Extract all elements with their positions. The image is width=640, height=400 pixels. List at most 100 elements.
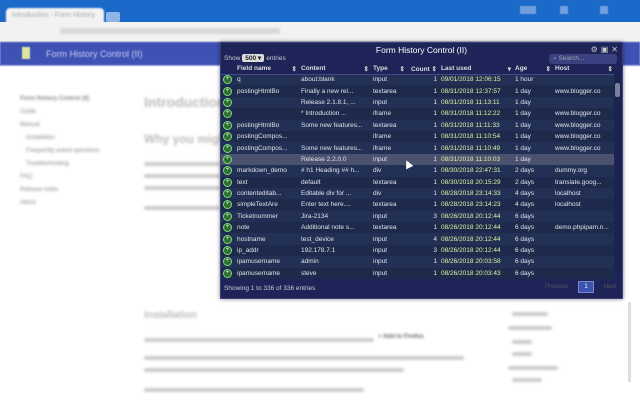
row-icon-cell[interactable]: + bbox=[221, 176, 235, 188]
cell-age: 1 day bbox=[513, 119, 553, 131]
sidebar-item[interactable]: Frequently asked questions bbox=[26, 148, 100, 154]
row-icon-cell[interactable]: + bbox=[221, 222, 235, 234]
plus-circle-icon[interactable]: + bbox=[223, 75, 232, 85]
col-age[interactable]: Age ⇕ bbox=[513, 64, 553, 75]
row-icon-cell[interactable]: + bbox=[221, 233, 235, 245]
row-icon-cell[interactable]: + bbox=[221, 108, 235, 120]
url-text[interactable] bbox=[60, 28, 280, 34]
plus-circle-icon[interactable]: + bbox=[223, 109, 232, 119]
sidebar-item[interactable]: Manual bbox=[20, 122, 40, 128]
plus-circle-icon[interactable]: + bbox=[223, 223, 232, 233]
col-type[interactable]: Type ⇕ bbox=[371, 64, 407, 75]
plus-circle-icon[interactable]: + bbox=[223, 257, 232, 267]
page-scrollbar[interactable] bbox=[628, 302, 631, 382]
sidebar-item[interactable]: Troubleshooting bbox=[26, 161, 69, 167]
table-row[interactable]: + Release 2.2.0.0 input 1 08/31/2018 11:10:0… bbox=[221, 153, 615, 166]
row-icon-cell[interactable]: + bbox=[221, 267, 235, 280]
col-host[interactable]: Host ⇕ bbox=[553, 64, 615, 75]
table-row[interactable]: + q about:blank input 1 09/01/2018 12:06:15 1 … bbox=[221, 74, 615, 86]
browser-tab[interactable]: Introduction - Form History bbox=[6, 8, 104, 24]
table-row[interactable]: + postingHtmlBo Finally a new rel... textar… bbox=[221, 85, 615, 97]
row-icon-cell[interactable]: + bbox=[221, 199, 235, 211]
next-button[interactable]: Next bbox=[603, 284, 616, 290]
col-content[interactable]: Content ⇕ bbox=[299, 64, 371, 75]
table-row[interactable]: + * Introduction ... iframe 1 08/31/2018 11:… bbox=[221, 108, 615, 120]
row-icon-cell[interactable]: + bbox=[221, 96, 235, 109]
row-icon-cell[interactable]: + bbox=[221, 142, 235, 154]
row-icon-cell[interactable]: + bbox=[221, 153, 235, 166]
plus-circle-icon[interactable]: + bbox=[223, 246, 232, 256]
add-to-firefox-link[interactable]: + Add to Firefox bbox=[378, 334, 424, 340]
row-icon-cell[interactable]: + bbox=[221, 244, 235, 257]
history-table: Field name ⇕ Content ⇕ Type ⇕ Count ⇕ La… bbox=[221, 64, 615, 280]
row-icon-cell[interactable]: + bbox=[221, 210, 235, 223]
plus-circle-icon[interactable]: + bbox=[223, 234, 232, 244]
cell-content: about:blank bbox=[299, 74, 371, 86]
entries-select[interactable]: 500 ▾ bbox=[242, 54, 265, 62]
table-scrollbar[interactable] bbox=[614, 74, 621, 274]
table-row[interactable]: + contenteditab... Editable div for ... div… bbox=[221, 187, 615, 200]
table-row[interactable]: + postingCompos... iframe 1 08/31/2018 11:10… bbox=[221, 130, 615, 143]
cell-last-used: 08/31/2018 11:13:11 bbox=[439, 96, 513, 109]
plus-circle-icon[interactable]: + bbox=[223, 177, 232, 187]
table-row[interactable]: + markdown_demo # h1 Heading ## h... div 1 08… bbox=[221, 165, 615, 177]
plus-circle-icon[interactable]: + bbox=[223, 132, 232, 142]
plus-circle-icon[interactable]: + bbox=[223, 166, 232, 176]
close-icon[interactable]: ✕ bbox=[611, 45, 618, 54]
plus-circle-icon[interactable]: + bbox=[223, 268, 232, 278]
address-bar[interactable] bbox=[0, 22, 640, 60]
row-icon-cell[interactable]: + bbox=[221, 130, 235, 143]
plus-circle-icon[interactable]: + bbox=[223, 120, 232, 130]
plus-circle-icon[interactable]: + bbox=[223, 97, 232, 107]
table-row[interactable]: + ipamusername admin input 1 08/26/2018 20:03… bbox=[221, 256, 615, 268]
table-row[interactable]: + note Additional note s... textarea 1 08/26/… bbox=[221, 222, 615, 234]
table-row[interactable]: + ip_addr 192.178.7.1 input 3 08/26/2018 20:1… bbox=[221, 244, 615, 257]
page-1-button[interactable]: 1 bbox=[578, 281, 594, 293]
expand-icon[interactable]: ▣ bbox=[600, 45, 609, 54]
plus-circle-icon[interactable]: + bbox=[223, 86, 232, 96]
plus-circle-icon[interactable]: + bbox=[223, 200, 232, 210]
col-count[interactable]: Count ⇕ bbox=[407, 64, 439, 75]
col-field-name[interactable]: Field name ⇕ bbox=[235, 64, 299, 75]
sidebar-item[interactable]: Guide bbox=[20, 109, 37, 115]
table-row[interactable]: + postingCompos... Some new features... ifr… bbox=[221, 142, 615, 154]
plus-circle-icon[interactable]: + bbox=[223, 154, 232, 164]
row-icon-cell[interactable]: + bbox=[221, 74, 235, 86]
prev-button[interactable]: Previous bbox=[544, 284, 569, 290]
maximize-button[interactable] bbox=[560, 6, 568, 14]
row-icon-cell[interactable]: + bbox=[221, 85, 235, 97]
cell-type: input bbox=[371, 267, 407, 280]
cell-content: Some new features... bbox=[299, 119, 371, 131]
col-last-used[interactable]: Last used ▾ bbox=[439, 64, 513, 75]
table-row[interactable]: + ipamusername steve input 1 08/26/2018 20:03… bbox=[221, 267, 615, 280]
sidebar-item[interactable]: About bbox=[20, 200, 36, 206]
cell-count: 3 bbox=[407, 244, 439, 257]
row-icon-cell[interactable]: + bbox=[221, 256, 235, 268]
plus-circle-icon[interactable]: + bbox=[223, 143, 232, 153]
table-row[interactable]: + postingHtmlBo Some new features... textar… bbox=[221, 119, 615, 131]
cell-host bbox=[553, 96, 615, 109]
table-row[interactable]: + hostname test_device input 4 08/26/2018 20:… bbox=[221, 233, 615, 245]
row-icon-cell[interactable]: + bbox=[221, 165, 235, 177]
plus-circle-icon[interactable]: + bbox=[223, 189, 232, 199]
sidebar-item[interactable]: Installation bbox=[26, 135, 55, 141]
plus-circle-icon[interactable]: + bbox=[223, 211, 232, 221]
table-row[interactable]: + Ticketnummer Jira-2134 input 3 08/26/2018 2… bbox=[221, 210, 615, 223]
scrollbar-thumb[interactable] bbox=[615, 83, 620, 97]
search-input[interactable]: ⌕ Search... bbox=[549, 54, 617, 64]
gear-icon[interactable]: ⚙ bbox=[590, 45, 598, 54]
cell-count: 1 bbox=[407, 119, 439, 131]
row-icon-cell[interactable]: + bbox=[221, 119, 235, 131]
minimize-button[interactable] bbox=[520, 6, 536, 14]
table-row[interactable]: + simpleTextAre Enter text here.... textare… bbox=[221, 199, 615, 211]
sidebar-item[interactable]: FAQ bbox=[20, 174, 33, 180]
cell-content bbox=[299, 130, 371, 143]
table-row[interactable]: + Release 2.1.8.1, ... input 1 08/31/2018 11… bbox=[221, 96, 615, 109]
row-icon-cell[interactable]: + bbox=[221, 187, 235, 200]
cell-field-name: ipamusername bbox=[235, 267, 299, 280]
new-tab-button[interactable] bbox=[106, 12, 120, 22]
close-window-button[interactable] bbox=[600, 6, 608, 14]
sidebar-item[interactable]: Release notes bbox=[20, 187, 59, 193]
sidebar-item[interactable]: Form History Control (II) bbox=[20, 96, 90, 102]
table-row[interactable]: + text default textarea 1 08/30/2018 20:15:29… bbox=[221, 176, 615, 188]
